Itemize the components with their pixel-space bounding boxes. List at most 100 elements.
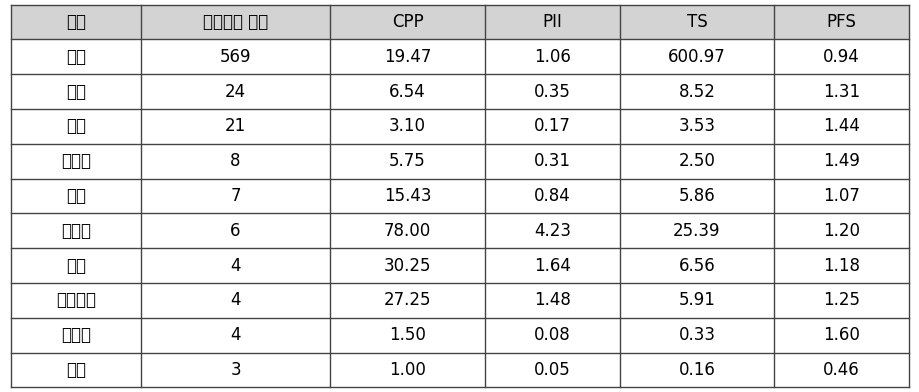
Bar — [619, 109, 774, 144]
Text: 1.60: 1.60 — [823, 326, 859, 344]
Bar — [11, 179, 141, 213]
Bar — [484, 109, 619, 144]
Bar — [619, 318, 774, 352]
Text: 미국: 미국 — [66, 48, 85, 66]
Text: 0.46: 0.46 — [823, 361, 859, 379]
Bar — [11, 318, 141, 352]
Text: 30.25: 30.25 — [383, 256, 431, 274]
Text: PFS: PFS — [826, 13, 856, 31]
Bar — [774, 5, 908, 40]
Text: 8: 8 — [230, 152, 241, 170]
Text: 0.05: 0.05 — [533, 361, 570, 379]
Text: 2.50: 2.50 — [678, 152, 715, 170]
Bar — [330, 144, 484, 179]
Bar — [484, 352, 619, 387]
Text: 1.06: 1.06 — [533, 48, 570, 66]
Bar — [330, 40, 484, 74]
Bar — [11, 248, 141, 283]
Text: 5.91: 5.91 — [678, 291, 715, 309]
Bar — [141, 248, 330, 283]
Text: 8.52: 8.52 — [678, 83, 715, 101]
Text: 5.86: 5.86 — [678, 187, 715, 205]
Text: 국가: 국가 — [66, 13, 85, 31]
Text: 한국: 한국 — [66, 187, 85, 205]
Bar — [11, 5, 141, 40]
Text: 569: 569 — [220, 48, 251, 66]
Text: 1.00: 1.00 — [389, 361, 425, 379]
Text: 스위스: 스위스 — [61, 152, 91, 170]
Bar — [484, 74, 619, 109]
Bar — [774, 352, 908, 387]
Text: 600.97: 600.97 — [667, 48, 725, 66]
Text: 독일: 독일 — [66, 83, 85, 101]
Text: 1.20: 1.20 — [823, 222, 859, 240]
Text: 0.17: 0.17 — [533, 118, 570, 136]
Bar — [774, 213, 908, 248]
Text: 1.50: 1.50 — [389, 326, 425, 344]
Bar — [484, 144, 619, 179]
Bar — [141, 109, 330, 144]
Bar — [11, 283, 141, 318]
Text: 캐나다: 캐나다 — [61, 222, 91, 240]
Bar — [619, 74, 774, 109]
Bar — [330, 352, 484, 387]
Text: 24: 24 — [225, 83, 245, 101]
Bar — [141, 179, 330, 213]
Text: TS: TS — [686, 13, 707, 31]
Bar — [619, 144, 774, 179]
Text: 대만: 대만 — [66, 361, 85, 379]
Text: PII: PII — [542, 13, 562, 31]
Text: 0.84: 0.84 — [533, 187, 570, 205]
Text: 등록특허 건수: 등록특허 건수 — [203, 13, 267, 31]
Bar — [774, 74, 908, 109]
Bar — [330, 5, 484, 40]
Text: 0.94: 0.94 — [823, 48, 859, 66]
Text: 4: 4 — [230, 256, 241, 274]
Text: 6.56: 6.56 — [678, 256, 715, 274]
Bar — [330, 283, 484, 318]
Bar — [141, 5, 330, 40]
Text: 호주: 호주 — [66, 256, 85, 274]
Text: 1.31: 1.31 — [823, 83, 859, 101]
Bar — [619, 352, 774, 387]
Bar — [330, 248, 484, 283]
Bar — [330, 179, 484, 213]
Text: 4: 4 — [230, 326, 241, 344]
Text: 6.54: 6.54 — [389, 83, 425, 101]
Text: 1.25: 1.25 — [823, 291, 859, 309]
Bar — [619, 248, 774, 283]
Bar — [330, 318, 484, 352]
Text: 1.49: 1.49 — [823, 152, 859, 170]
Text: 0.31: 0.31 — [533, 152, 570, 170]
Text: 0.33: 0.33 — [677, 326, 715, 344]
Text: 프랑스: 프랑스 — [61, 326, 91, 344]
Bar — [141, 352, 330, 387]
Text: 0.08: 0.08 — [533, 326, 570, 344]
Bar — [484, 40, 619, 74]
Bar — [141, 318, 330, 352]
Bar — [141, 40, 330, 74]
Text: 7: 7 — [230, 187, 241, 205]
Text: 0.16: 0.16 — [678, 361, 715, 379]
Bar — [619, 5, 774, 40]
Text: 1.18: 1.18 — [823, 256, 859, 274]
Bar — [330, 74, 484, 109]
Bar — [11, 40, 141, 74]
Bar — [141, 283, 330, 318]
Bar — [774, 318, 908, 352]
Bar — [484, 5, 619, 40]
Text: 27.25: 27.25 — [383, 291, 431, 309]
Bar — [619, 283, 774, 318]
Bar — [619, 179, 774, 213]
Bar — [141, 213, 330, 248]
Text: 6: 6 — [230, 222, 241, 240]
Bar — [619, 213, 774, 248]
Bar — [774, 144, 908, 179]
Text: 25.39: 25.39 — [673, 222, 720, 240]
Text: 5.75: 5.75 — [389, 152, 425, 170]
Bar — [619, 40, 774, 74]
Text: 1.64: 1.64 — [533, 256, 570, 274]
Text: 0.35: 0.35 — [533, 83, 570, 101]
Text: 15.43: 15.43 — [383, 187, 431, 205]
Text: 78.00: 78.00 — [383, 222, 431, 240]
